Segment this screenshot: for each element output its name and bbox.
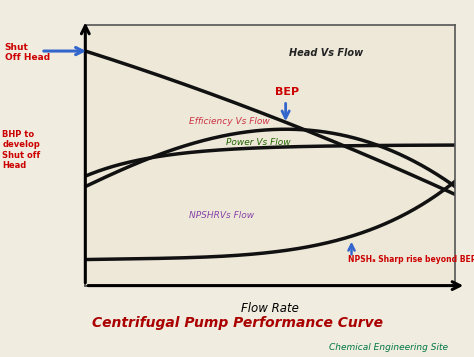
Text: Centrifugal Pump Performance Curve: Centrifugal Pump Performance Curve [91, 316, 383, 330]
Text: BEP: BEP [274, 87, 299, 97]
Text: NPSHₐ Sharp rise beyond BEP: NPSHₐ Sharp rise beyond BEP [348, 255, 474, 264]
Text: Flow Rate: Flow Rate [241, 302, 299, 315]
Text: Efficiency Vs Flow: Efficiency Vs Flow [189, 117, 270, 126]
Text: Head Vs Flow: Head Vs Flow [289, 48, 363, 58]
Text: BHP to
develop
Shut off
Head: BHP to develop Shut off Head [2, 130, 41, 170]
Text: Chemical Engineering Site: Chemical Engineering Site [329, 343, 448, 352]
Text: Shut
Off Head: Shut Off Head [5, 43, 50, 62]
Text: NPSHRVs Flow: NPSHRVs Flow [189, 211, 254, 220]
Text: Power Vs Flow: Power Vs Flow [226, 138, 291, 147]
